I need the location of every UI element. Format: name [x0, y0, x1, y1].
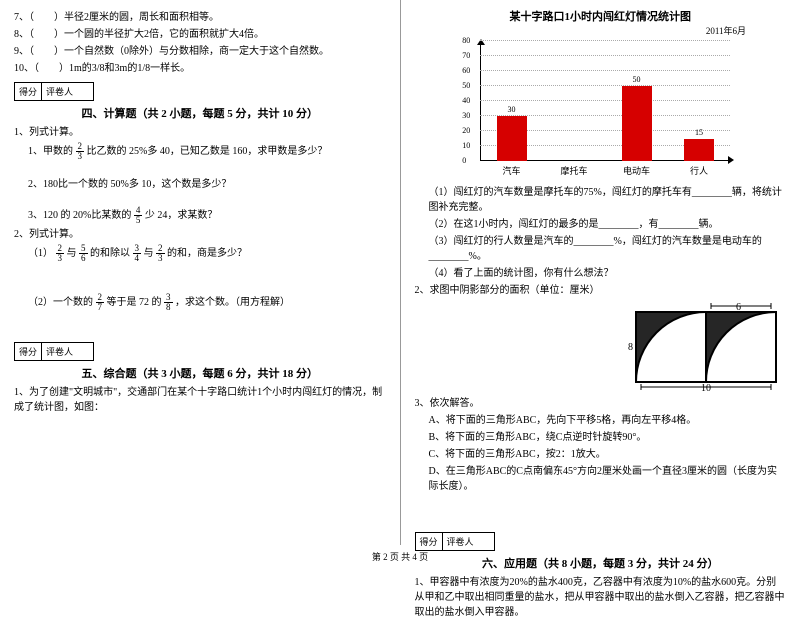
bar-chart: 8070605040302010030汽车摩托车50电动车15行人 [460, 41, 740, 181]
bar-汽车 [497, 116, 527, 161]
s4-2-1: （1） 23 与 56 的和除以 34 与 23 的和，商是多少？ [14, 244, 386, 263]
fraction-2-3: 23 [76, 142, 85, 161]
s5-2: 2、求图中阴影部分的面积（单位：厘米） [415, 283, 787, 298]
question-10: 10、（ ）1m的3/8和3m的1/8一样长。 [14, 61, 386, 76]
left-column: 7、（ ）半径2厘米的圆，周长和面积相等。 8、（ ）一个圆的半径扩大2倍，它的… [0, 0, 400, 545]
s5-3b: B、将下面的三角形ABC，绕C点逆时针旋转90°。 [415, 430, 787, 445]
xlabel: 电动车 [617, 164, 657, 177]
xlabel: 摩托车 [554, 164, 594, 177]
s5-3: 3、依次解答。 [415, 396, 787, 411]
label-8: 8 [628, 342, 633, 353]
question-8: 8、（ ）一个圆的半径扩大2倍，它的面积就扩大4倍。 [14, 27, 386, 42]
s5-1: 1、为了创建"文明城市"，交通部门在某个十字路口统计1个小时内闯红灯的情况，制成… [14, 385, 386, 415]
chart-q1: （1）闯红灯的汽车数量是摩托车的75%，闯红灯的摩托车有________辆，将统… [415, 185, 787, 215]
s4-1-3: 3、120 的 20%比某数的 45 少 24，求某数？ [14, 206, 386, 225]
score-box-6: 得分 评卷人 [415, 532, 495, 551]
section-4-title: 四、计算题（共 2 小题，每题 5 分，共计 10 分） [14, 105, 386, 121]
s5-3a: A、将下面的三角形ABC，先向下平移5格，再向左平移4格。 [415, 413, 787, 428]
fraction-4-5: 45 [134, 206, 143, 225]
chart-title: 某十字路口1小时内闯红灯情况统计图 [415, 8, 787, 24]
chart-q2: （2）在这1小时内，闯红灯的最多的是________，有________辆。 [415, 217, 787, 232]
chart-q3: （3）闯红灯的行人数量是汽车的________%，闯红灯的汽车数量是电动车的__… [415, 234, 787, 264]
s4-1-heading: 1、列式计算。 [14, 125, 386, 140]
question-9: 9、（ ）一个自然数（0除外）与分数相除，商一定大于这个自然数。 [14, 44, 386, 59]
s6-1: 1、甲容器中有浓度为20%的盐水400克，乙容器中有浓度为10%的盐水600克。… [415, 575, 787, 620]
s5-3d: D、在三角形ABC的C点南偏东45°方向2厘米处画一个直径3厘米的圆（长度为实际… [415, 464, 787, 494]
score-box: 得分 评卷人 [14, 82, 94, 101]
s4-2-heading: 2、列式计算。 [14, 227, 386, 242]
bar-行人 [684, 139, 714, 162]
s4-2-2: （2）一个数的 27 等于是 72 的 38 ，求这个数。（用方程解） [14, 293, 386, 312]
s5-3c: C、将下面的三角形ABC，按2：1放大。 [415, 447, 787, 462]
section-5-title: 五、综合题（共 3 小题，每题 6 分，共计 18 分） [14, 365, 386, 381]
s4-1-2: 2、180比一个数的 50%多 10，这个数是多少？ [14, 177, 386, 192]
shaded-figure: 6 8 10 [626, 302, 786, 392]
s4-1-1: 1、甲数的 23 比乙数的 25%多 40，已知乙数是 160，求甲数是多少？ [14, 142, 386, 161]
grader-label: 评卷人 [42, 83, 77, 100]
right-column: 某十字路口1小时内闯红灯情况统计图 2011年6月 80706050403020… [401, 0, 800, 545]
xlabel: 汽车 [492, 164, 532, 177]
score-box-5: 得分 评卷人 [14, 342, 94, 361]
xlabel: 行人 [679, 164, 719, 177]
bar-电动车 [622, 86, 652, 161]
label-6: 6 [736, 302, 741, 313]
score-label: 得分 [15, 83, 42, 100]
question-7: 7、（ ）半径2厘米的圆，周长和面积相等。 [14, 10, 386, 25]
chart-q4: （4）看了上面的统计图，你有什么想法？ [415, 266, 787, 281]
page-footer: 第 2 页 共 4 页 [0, 550, 800, 563]
